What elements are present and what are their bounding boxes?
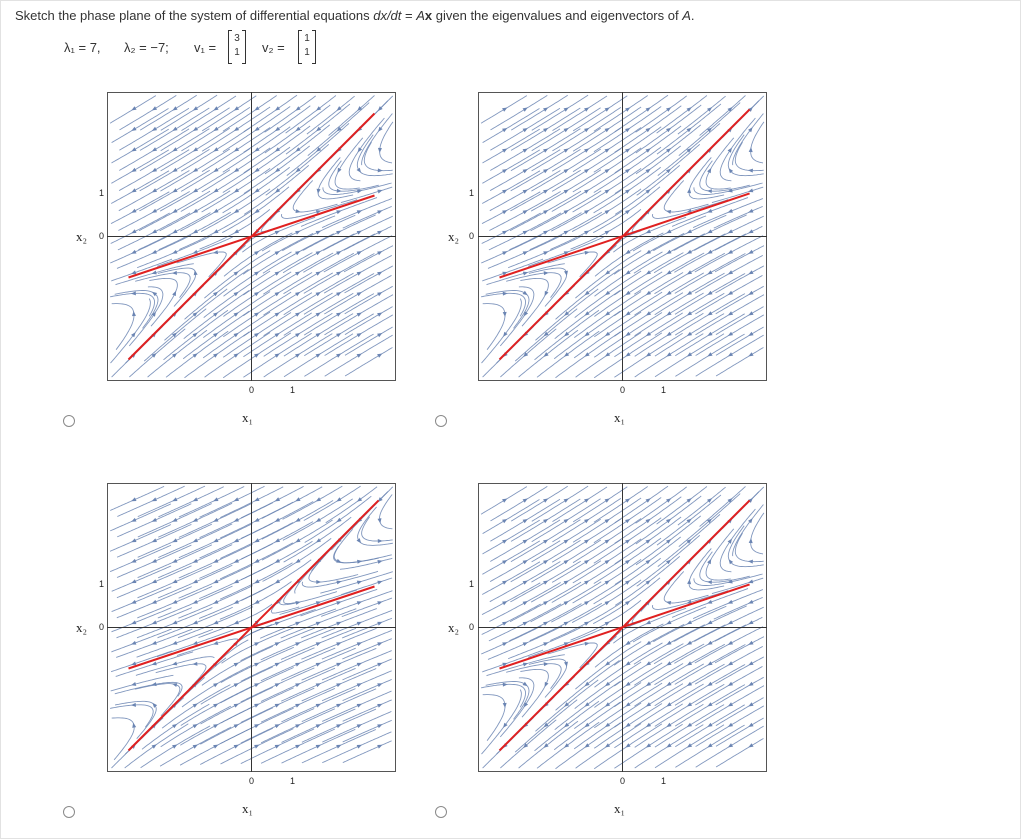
phase-plot-a [107, 92, 396, 381]
y-tick-0: 0 [469, 231, 475, 241]
y-tick-1: 1 [99, 188, 105, 198]
option-c-radio[interactable] [63, 806, 75, 818]
streamlines [109, 485, 394, 769]
v2-label: v₂ = [262, 40, 285, 55]
y-tick-0: 0 [99, 231, 105, 241]
streamlines [109, 94, 394, 379]
x-tick-1: 1 [290, 776, 296, 786]
x1-axis-label: x₁ [242, 801, 254, 816]
x2-axis-label: x₂ [448, 620, 460, 635]
phase-plot-b [478, 92, 767, 381]
eigenvector-line [128, 194, 375, 279]
x-tick-1: 1 [661, 776, 667, 786]
question-text: Sketch the phase plane of the system of … [15, 8, 695, 23]
x-tick-1: 1 [290, 385, 296, 395]
lambda2-value: λ₂ = −7; [124, 40, 169, 55]
v2-vector: 1 1 [298, 30, 316, 64]
option-a-radio[interactable] [63, 415, 75, 427]
y-tick-1: 1 [469, 579, 475, 589]
option-d-radio[interactable] [435, 806, 447, 818]
x-tick-0: 0 [249, 776, 255, 786]
streamlines [480, 485, 765, 770]
x-tick-0: 0 [620, 776, 626, 786]
y-tick-0: 0 [469, 622, 475, 632]
y-tick-1: 1 [99, 579, 105, 589]
x-tick-0: 0 [249, 385, 255, 395]
x2-axis-label: x₂ [76, 229, 88, 244]
x1-axis-label: x₁ [242, 410, 254, 425]
x1-axis-label: x₁ [614, 410, 626, 425]
y-tick-1: 1 [469, 188, 475, 198]
x-tick-1: 1 [661, 385, 667, 395]
v1-label: v₁ = [194, 40, 217, 55]
eigenvector-line [499, 583, 750, 670]
lambda1-value: λ₁ = 7, [64, 40, 101, 55]
eigenvector-line [499, 192, 750, 279]
x2-axis-label: x₂ [448, 229, 460, 244]
option-b-radio[interactable] [435, 415, 447, 427]
v1-vector: 3 1 [228, 30, 246, 64]
eigenvector-line [127, 499, 380, 752]
x2-axis-label: x₂ [76, 620, 88, 635]
y-tick-0: 0 [99, 622, 105, 632]
phase-plot-d [478, 483, 767, 772]
x-tick-0: 0 [620, 385, 626, 395]
phase-plot-c [107, 483, 396, 772]
x1-axis-label: x₁ [614, 801, 626, 816]
